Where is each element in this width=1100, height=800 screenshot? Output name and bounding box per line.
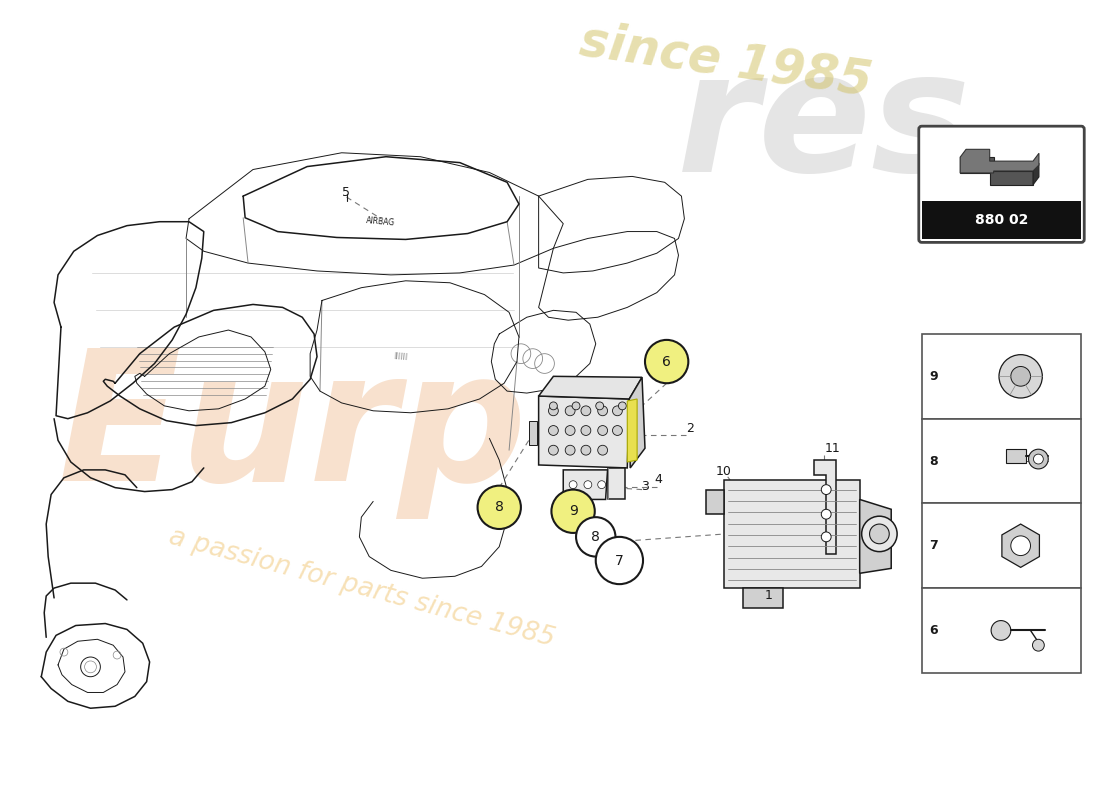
Text: res: res [678, 44, 971, 206]
Polygon shape [960, 158, 1033, 185]
Text: 7: 7 [615, 554, 624, 567]
Circle shape [581, 426, 591, 435]
FancyBboxPatch shape [922, 334, 1081, 418]
Circle shape [618, 402, 626, 410]
Text: since 1985: since 1985 [576, 17, 874, 106]
Circle shape [596, 537, 644, 584]
Circle shape [584, 481, 592, 489]
Circle shape [991, 621, 1011, 640]
Circle shape [822, 510, 832, 519]
Polygon shape [1005, 450, 1025, 463]
Circle shape [613, 426, 623, 435]
FancyBboxPatch shape [922, 418, 1081, 503]
Circle shape [597, 481, 606, 489]
Text: llllll: llllll [394, 351, 408, 362]
FancyBboxPatch shape [922, 588, 1081, 673]
FancyBboxPatch shape [922, 503, 1081, 588]
Polygon shape [629, 378, 645, 468]
Polygon shape [1002, 524, 1040, 567]
Text: 8: 8 [930, 454, 938, 467]
Polygon shape [706, 490, 724, 514]
Text: 9: 9 [569, 504, 578, 518]
Circle shape [861, 516, 898, 552]
Circle shape [477, 486, 521, 529]
Circle shape [565, 446, 575, 455]
Circle shape [581, 406, 591, 416]
Circle shape [565, 426, 575, 435]
Text: 9: 9 [930, 370, 938, 383]
Polygon shape [724, 480, 860, 588]
Circle shape [822, 532, 832, 542]
Polygon shape [860, 499, 891, 574]
Text: AIRBAG: AIRBAG [366, 216, 396, 227]
Text: 8: 8 [495, 500, 504, 514]
Polygon shape [539, 396, 629, 468]
Text: 2: 2 [686, 422, 694, 435]
Circle shape [549, 406, 559, 416]
Text: a passion for parts since 1985: a passion for parts since 1985 [166, 524, 557, 652]
Circle shape [1028, 450, 1048, 469]
Circle shape [1011, 366, 1031, 386]
Circle shape [1034, 454, 1043, 464]
Circle shape [869, 524, 889, 544]
Polygon shape [627, 399, 637, 462]
FancyBboxPatch shape [918, 126, 1085, 242]
Polygon shape [563, 470, 607, 499]
Circle shape [551, 490, 595, 533]
Polygon shape [960, 150, 1038, 173]
Text: 6: 6 [662, 354, 671, 369]
Circle shape [1033, 639, 1044, 651]
Polygon shape [529, 421, 537, 446]
Circle shape [550, 402, 558, 410]
Text: 11: 11 [824, 442, 840, 454]
Circle shape [576, 517, 615, 557]
Polygon shape [539, 376, 642, 399]
Circle shape [999, 354, 1043, 398]
Circle shape [597, 406, 607, 416]
Circle shape [613, 406, 623, 416]
Circle shape [565, 406, 575, 416]
Text: 7: 7 [930, 539, 938, 552]
Circle shape [597, 426, 607, 435]
Text: 880 02: 880 02 [975, 214, 1028, 227]
Text: 4: 4 [654, 474, 662, 486]
Bar [922, 201, 1081, 239]
Polygon shape [744, 588, 783, 608]
Circle shape [569, 481, 578, 489]
Text: 10: 10 [716, 466, 732, 478]
Circle shape [572, 402, 580, 410]
Circle shape [645, 340, 689, 383]
Polygon shape [1033, 163, 1038, 185]
Polygon shape [814, 460, 836, 554]
Text: 5: 5 [342, 186, 350, 198]
Text: 3: 3 [641, 480, 649, 493]
Circle shape [597, 446, 607, 455]
Circle shape [596, 402, 604, 410]
Circle shape [581, 446, 591, 455]
Text: 1: 1 [766, 590, 773, 602]
Circle shape [549, 426, 559, 435]
Circle shape [822, 485, 832, 494]
Text: Eurp: Eurp [57, 342, 527, 518]
Circle shape [549, 446, 559, 455]
Text: 8: 8 [592, 530, 601, 544]
Circle shape [1011, 536, 1031, 555]
Polygon shape [607, 468, 625, 499]
Text: 6: 6 [930, 624, 938, 637]
